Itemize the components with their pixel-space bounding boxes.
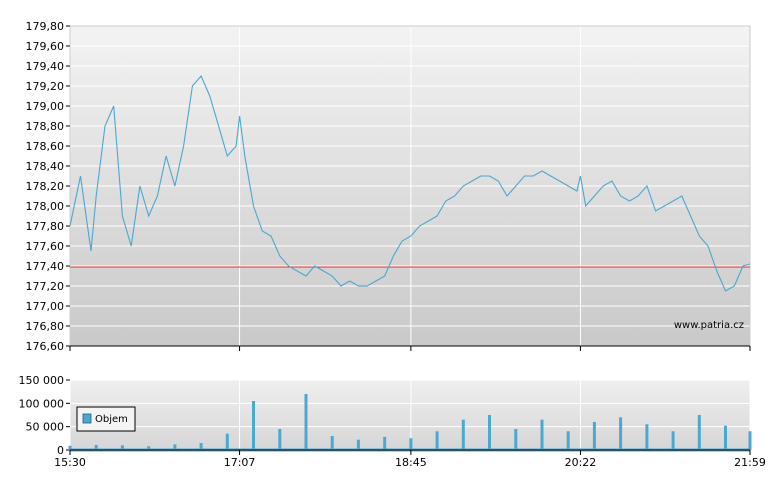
volume-bar bbox=[199, 443, 203, 450]
volume-bar bbox=[514, 429, 518, 450]
x-axis: 15:30 17:07 18:45 20:22 21:59 bbox=[54, 345, 766, 469]
volume-panel: 150 000 100 000 50 000 0 Objem bbox=[19, 374, 752, 457]
volume-bar bbox=[592, 422, 596, 450]
price-y-tick-label: 178,20 bbox=[26, 180, 65, 193]
x-tick-label: 18:45 bbox=[395, 456, 427, 469]
price-y-tick-label: 179,00 bbox=[26, 100, 65, 113]
volume-y-tick-label: 100 000 bbox=[19, 397, 65, 410]
volume-bar bbox=[671, 431, 675, 450]
volume-bar bbox=[461, 419, 465, 450]
x-tick-label: 20:22 bbox=[565, 456, 597, 469]
legend-label: Objem bbox=[95, 414, 128, 425]
price-y-axis: 179,80 179,60 179,40 179,20 179,00 178,80 178,… bbox=[26, 20, 70, 353]
volume-bar bbox=[645, 424, 649, 450]
volume-bar bbox=[304, 394, 308, 450]
volume-bar bbox=[435, 431, 439, 450]
legend-swatch bbox=[82, 413, 92, 424]
volume-bar bbox=[68, 445, 72, 450]
volume-y-tick-label: 0 bbox=[57, 444, 64, 457]
volume-bar bbox=[173, 444, 177, 450]
price-y-tick-label: 177,40 bbox=[26, 260, 65, 273]
price-y-tick-label: 176,60 bbox=[26, 340, 65, 353]
volume-bar bbox=[724, 425, 727, 450]
price-y-tick-label: 178,40 bbox=[26, 160, 65, 173]
volume-bar bbox=[383, 436, 387, 450]
volume-y-tick-label: 150 000 bbox=[19, 374, 65, 387]
volume-bar bbox=[225, 433, 229, 450]
price-y-tick-label: 177,80 bbox=[26, 220, 65, 233]
volume-bar bbox=[120, 445, 124, 450]
price-y-tick-label: 179,40 bbox=[26, 60, 65, 73]
volume-bar bbox=[748, 431, 752, 450]
volume-bar bbox=[619, 417, 623, 450]
volume-bar bbox=[252, 401, 255, 450]
x-tick-label: 15:30 bbox=[54, 456, 86, 469]
x-tick-label: 21:59 bbox=[734, 456, 766, 469]
price-line bbox=[69, 74, 751, 292]
volume-bar bbox=[540, 419, 544, 450]
volume-bar bbox=[566, 431, 570, 450]
volume-bar bbox=[409, 438, 413, 450]
price-panel: 179,80 179,60 179,40 179,20 179,00 178,80 178,… bbox=[26, 20, 751, 353]
volume-bar bbox=[488, 415, 491, 450]
price-y-tick-label: 178,60 bbox=[26, 140, 65, 153]
price-y-tick-label: 176,80 bbox=[26, 320, 65, 333]
volume-bar bbox=[94, 444, 98, 450]
price-y-tick-label: 179,60 bbox=[26, 40, 65, 53]
volume-bar bbox=[356, 439, 360, 450]
volume-bar bbox=[330, 436, 334, 450]
price-y-tick-label: 178,00 bbox=[26, 200, 65, 213]
volume-legend: Objem bbox=[76, 406, 136, 432]
volume-bar bbox=[147, 446, 151, 450]
volume-y-tick-label: 50 000 bbox=[26, 421, 65, 434]
watermark: www.patria.cz bbox=[674, 320, 744, 331]
price-y-tick-label: 177,20 bbox=[26, 280, 65, 293]
volume-bar bbox=[278, 429, 282, 450]
price-y-tick-label: 179,20 bbox=[26, 80, 65, 93]
price-y-tick-label: 179,80 bbox=[26, 20, 65, 33]
price-y-tick-label: 177,00 bbox=[26, 300, 65, 313]
x-tick-label: 17:07 bbox=[224, 456, 256, 469]
volume-bar bbox=[697, 415, 701, 450]
price-y-tick-label: 178,80 bbox=[26, 120, 65, 133]
volume-y-axis: 150 000 100 000 50 000 0 bbox=[19, 374, 70, 457]
price-y-tick-label: 177,60 bbox=[26, 240, 65, 253]
volume-bars bbox=[68, 394, 752, 450]
